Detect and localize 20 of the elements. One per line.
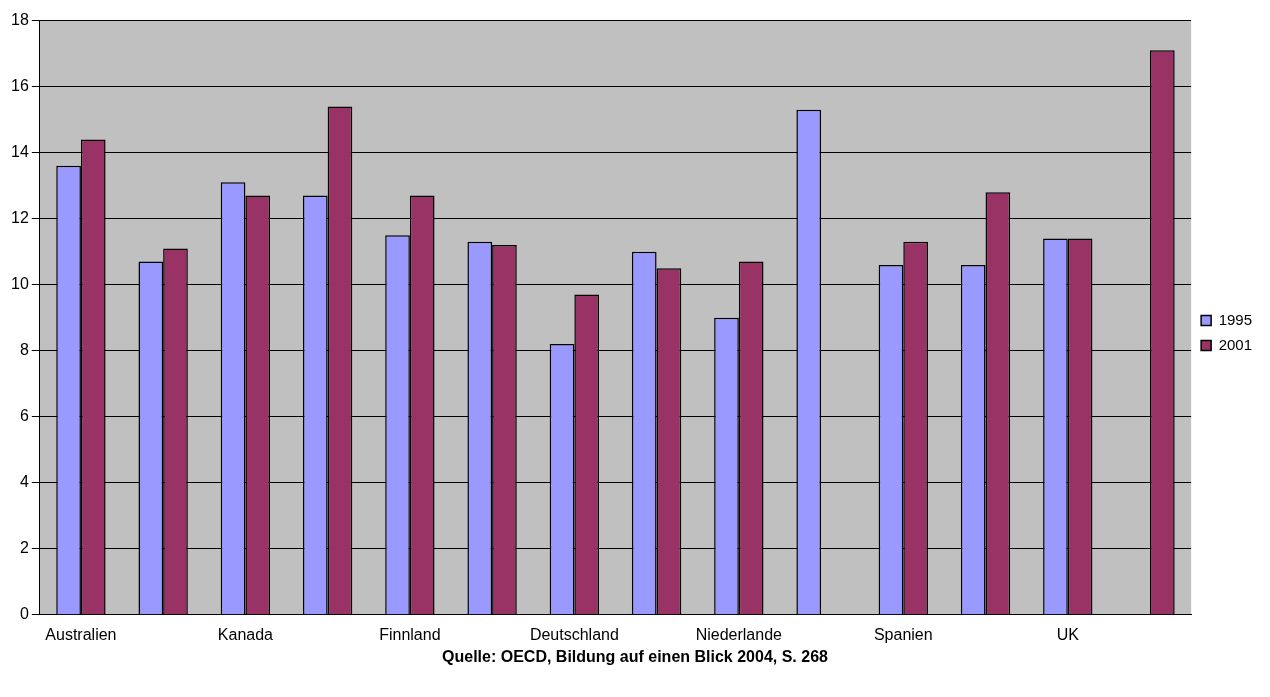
y-tick-label: 18 — [11, 11, 29, 29]
x-tick-label: Niederlande — [695, 625, 783, 643]
x-tick-label: Spanien — [873, 625, 933, 643]
y-tick-label: 0 — [19, 605, 29, 623]
y-tick-label: 16 — [11, 77, 29, 95]
x-tick-label: Finnland — [379, 625, 441, 643]
source-note: Quelle: OECD, Bildung auf einen Blick 2004, S. 268 — [441, 648, 829, 666]
y-tick-label: 8 — [19, 341, 29, 359]
y-tick-label: 6 — [19, 407, 29, 425]
x-tick-label: Deutschland — [529, 625, 619, 643]
y-tick-label: 14 — [11, 143, 29, 161]
legend-label: 1995 — [1218, 310, 1253, 328]
x-tick-label: Kanada — [217, 625, 274, 643]
x-tick-label: UK — [1056, 625, 1080, 643]
x-tick-label: Australien — [45, 625, 117, 643]
y-tick-label: 12 — [11, 209, 29, 227]
y-tick-label: 2 — [19, 539, 29, 557]
y-tick-label: 10 — [11, 275, 29, 293]
legend-label: 2001 — [1218, 335, 1253, 353]
y-tick-label: 4 — [19, 473, 29, 491]
